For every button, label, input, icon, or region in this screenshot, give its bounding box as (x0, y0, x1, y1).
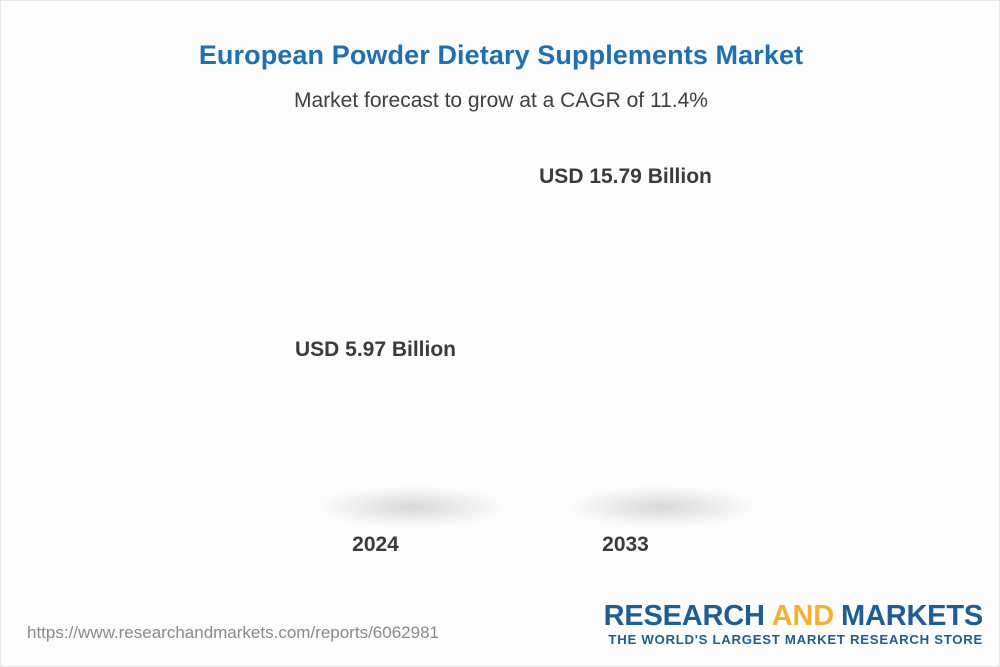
logo-word-research: RESEARCH (603, 600, 765, 632)
bar-group-2033: USD 15.79 Billion 2033 (539, 1, 757, 666)
bar-value-label-2024: USD 5.97 Billion (294, 338, 457, 361)
research-and-markets-logo[interactable]: RESEARCH AND MARKETS THE WORLD'S LARGEST M… (603, 600, 984, 648)
bar-value-label-2033: USD 15.79 Billion (539, 165, 712, 188)
logo-word-and: AND (771, 600, 834, 632)
cylinder-shadow-icon (317, 487, 507, 527)
chart-subtitle: Market forecast to grow at a CAGR of 11.… (294, 89, 708, 112)
logo-word-markets: MARKETS (841, 600, 983, 632)
category-label-2033: 2033 (602, 533, 649, 556)
logo-wordmark: RESEARCH AND MARKETS (603, 600, 984, 632)
report-url[interactable]: https://www.researchandmarkets.com/repor… (27, 623, 439, 642)
cylinder-shadow-icon (567, 487, 757, 527)
bar-group-2024: USD 5.97 Billion 2024 (289, 1, 507, 666)
category-label-2024: 2024 (352, 533, 399, 556)
logo-tagline: THE WORLD'S LARGEST MARKET RESEARCH STOR… (608, 632, 983, 648)
page-title: European Powder Dietary Supplements Mark… (198, 40, 804, 70)
